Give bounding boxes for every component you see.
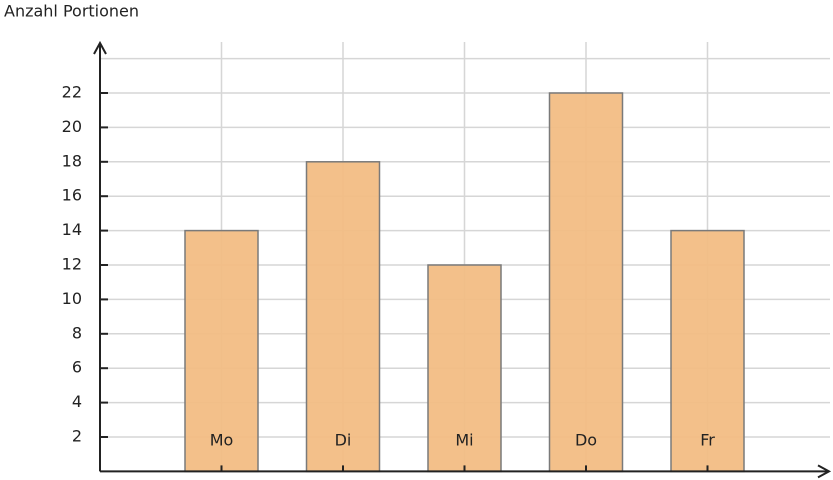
bar [184,229,259,473]
y-tick-label: 16 [62,186,82,205]
y-tick-label: 14 [62,220,82,239]
x-tick-label: Mi [455,431,473,450]
y-tick-label: 10 [62,289,82,308]
x-axis-arrow [817,464,832,479]
y-tick-label: 4 [72,392,82,411]
bar [670,229,745,473]
y-axis-arrow [93,40,107,55]
x-tick-label: Mo [210,431,234,450]
y-tick-label: 20 [62,117,82,136]
y-tick-label: 18 [62,151,82,170]
y-tick-label: 8 [72,323,82,342]
y-tick-label: 12 [62,255,82,274]
y-tick-label: 6 [72,358,82,377]
bar [548,92,624,473]
bar [305,161,381,473]
y-axis-label: Anzahl Portionen [4,2,139,21]
y-tick-label: 22 [62,83,82,102]
bar [427,264,502,473]
x-tick-label: Di [335,431,352,450]
x-tick-label: Do [575,431,597,450]
x-tick-label: Fr [700,431,715,450]
y-tick-label: 2 [72,427,82,446]
